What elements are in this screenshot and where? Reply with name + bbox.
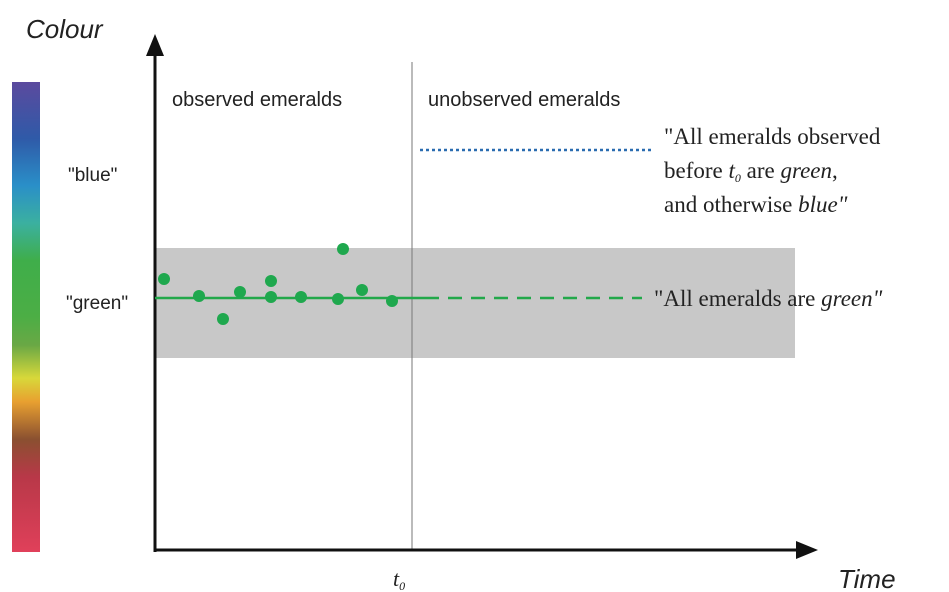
t0-label: t0: [393, 566, 405, 592]
text: before: [664, 158, 729, 183]
observations: [158, 243, 398, 325]
green-label: "green": [66, 293, 128, 314]
x-label: Time: [838, 564, 896, 592]
text: are: [741, 158, 781, 183]
green-band: [155, 248, 795, 358]
text: ": [838, 192, 848, 217]
x-arrow: [796, 541, 818, 559]
grue-line2: before t0 are green,: [664, 158, 838, 185]
t0-sub: 0: [399, 579, 405, 592]
y-label: Colour: [26, 14, 104, 44]
dot: [337, 243, 349, 255]
text: t: [729, 158, 736, 183]
dot: [295, 291, 307, 303]
blue-label: "blue": [68, 165, 117, 186]
dot: [158, 273, 170, 285]
dot: [234, 286, 246, 298]
text: green: [821, 286, 873, 311]
text: ": [873, 286, 883, 311]
y-arrow: [146, 34, 164, 56]
green-hypothesis: "All emeralds are green": [654, 286, 883, 311]
dot: [356, 284, 368, 296]
grue-line1: "All emeralds observed: [664, 124, 881, 149]
observed-label: observed emeralds: [172, 89, 342, 111]
dot: [193, 290, 205, 302]
t0-base: t: [393, 566, 400, 591]
dot: [265, 275, 277, 287]
dot: [386, 295, 398, 307]
text: green: [780, 158, 832, 183]
text: ,: [832, 158, 838, 183]
text: 0: [735, 171, 741, 185]
dot: [217, 313, 229, 325]
text: "All emeralds are: [654, 286, 821, 311]
unobserved-label: unobserved emeralds: [428, 89, 620, 111]
text: and otherwise: [664, 192, 798, 217]
colour-scale: [12, 82, 40, 552]
dot: [332, 293, 344, 305]
grue-line3: and otherwise blue": [664, 192, 848, 217]
text: blue: [798, 192, 838, 217]
dot: [265, 291, 277, 303]
